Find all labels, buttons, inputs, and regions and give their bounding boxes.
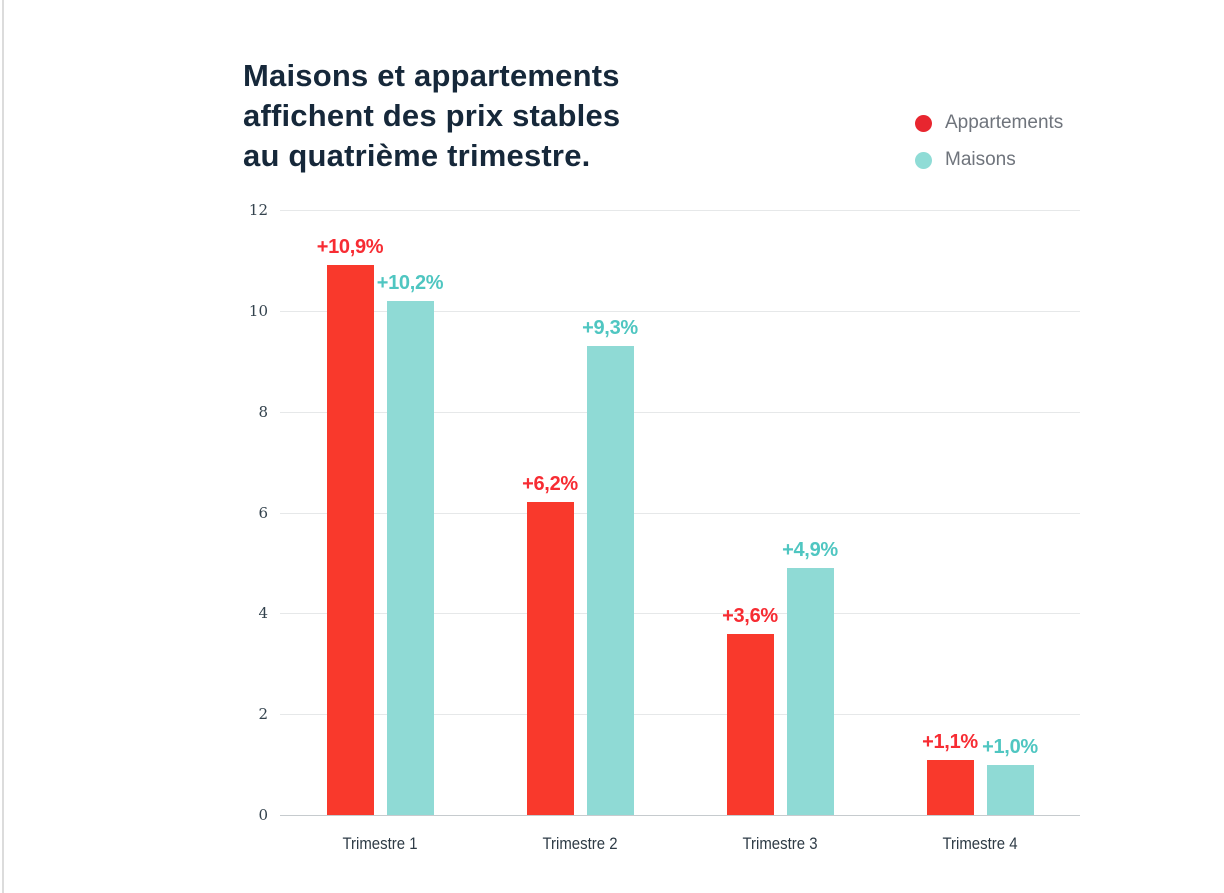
bar-appartements-4 [926,759,974,815]
chart-legend: Appartements Maisons [915,112,1063,171]
y-tick-label: 8 [258,402,268,421]
bar-maisons-2 [586,346,634,815]
bar-value-label-appartements-1: +10,9% [316,236,384,259]
bar-value-label-maisons-3: +4,9% [782,538,838,561]
x-axis-baseline [280,815,1080,816]
y-tick-label: 6 [258,503,268,522]
gridline [280,210,1080,211]
legend-item-maisons: Maisons [915,149,1063,171]
y-tick-label: 4 [258,604,268,623]
chart-title: Maisons et appartements affichent des pr… [243,58,621,173]
bar-value-label-maisons-2: +9,3% [582,317,638,340]
gridline [280,714,1080,716]
legend-swatch-maisons-icon [915,151,932,169]
legend-swatch-appartements-icon [915,114,932,132]
x-category-label-2: Trimestre 2 [542,834,618,853]
y-tick-label: 0 [258,806,268,824]
bar-value-label-appartements-4: +1,1% [922,730,978,753]
gridline [280,512,1080,514]
bar-value-label-maisons-1: +10,2% [376,271,444,294]
bar-value-label-maisons-4: +1,0% [982,735,1038,758]
bar-appartements-3 [726,633,774,815]
page-edge-divider [2,0,4,893]
bar-maisons-1 [386,300,434,815]
y-tick-label: 10 [248,301,268,320]
bar-maisons-4 [986,764,1034,815]
bar-value-label-appartements-2: +6,2% [522,473,578,496]
gridline [280,411,1080,413]
bar-maisons-3 [786,567,834,815]
bar-appartements-1 [326,265,374,815]
x-category-label-4: Trimestre 4 [942,834,1018,853]
y-tick-label: 12 [248,201,268,219]
legend-item-appartements: Appartements [915,112,1063,134]
gridline [280,613,1080,615]
y-tick-label: 2 [258,705,268,724]
gridline [280,310,1080,312]
x-category-label-3: Trimestre 3 [742,834,818,853]
bar-appartements-2 [526,502,574,815]
x-category-label-1: Trimestre 1 [342,834,418,853]
legend-label-maisons: Maisons [945,149,1016,170]
bar-value-label-appartements-3: +3,6% [722,604,778,627]
legend-label-appartements: Appartements [945,112,1064,133]
